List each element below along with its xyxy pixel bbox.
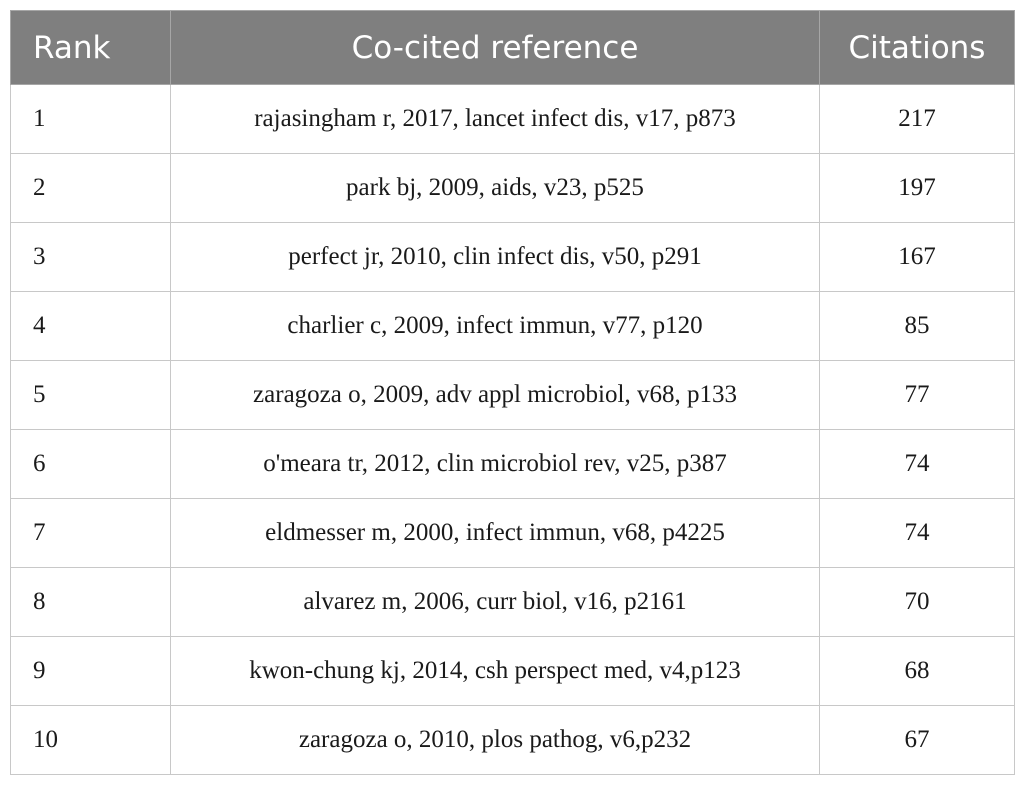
rank-cell: 9 — [10, 636, 171, 706]
table-header: Rank Co-cited reference Citations — [10, 10, 1015, 85]
table-row: 4 charlier c, 2009, infect immun, v77, p… — [10, 291, 1015, 361]
reference-cell: eldmesser m, 2000, infect immun, v68, p4… — [170, 498, 820, 568]
citations-cell: 67 — [819, 705, 1015, 775]
table-row: 9 kwon-chung kj, 2014, csh perspect med,… — [10, 636, 1015, 706]
citations-cell: 167 — [819, 222, 1015, 292]
table-row: 7 eldmesser m, 2000, infect immun, v68, … — [10, 498, 1015, 568]
citations-cell: 74 — [819, 498, 1015, 568]
co-cited-reference-table: Rank Co-cited reference Citations 1 raja… — [10, 10, 1015, 775]
table-row: 6 o'meara tr, 2012, clin microbiol rev, … — [10, 429, 1015, 499]
reference-cell: kwon-chung kj, 2014, csh perspect med, v… — [170, 636, 820, 706]
table-body: 1 rajasingham r, 2017, lancet infect dis… — [10, 84, 1015, 775]
rank-cell: 6 — [10, 429, 171, 499]
rank-cell: 8 — [10, 567, 171, 637]
reference-cell: zaragoza o, 2009, adv appl microbiol, v6… — [170, 360, 820, 430]
citations-cell: 85 — [819, 291, 1015, 361]
rank-cell: 4 — [10, 291, 171, 361]
rank-cell: 2 — [10, 153, 171, 223]
header-rank: Rank — [10, 10, 171, 85]
rank-cell: 5 — [10, 360, 171, 430]
citations-cell: 217 — [819, 84, 1015, 154]
citations-cell: 68 — [819, 636, 1015, 706]
header-citations: Citations — [819, 10, 1015, 85]
reference-cell: perfect jr, 2010, clin infect dis, v50, … — [170, 222, 820, 292]
citations-cell: 70 — [819, 567, 1015, 637]
rank-cell: 7 — [10, 498, 171, 568]
table-row: 8 alvarez m, 2006, curr biol, v16, p2161… — [10, 567, 1015, 637]
reference-cell: rajasingham r, 2017, lancet infect dis, … — [170, 84, 820, 154]
table-row: 3 perfect jr, 2010, clin infect dis, v50… — [10, 222, 1015, 292]
rank-cell: 3 — [10, 222, 171, 292]
reference-cell: o'meara tr, 2012, clin microbiol rev, v2… — [170, 429, 820, 499]
reference-cell: charlier c, 2009, infect immun, v77, p12… — [170, 291, 820, 361]
table-row: 1 rajasingham r, 2017, lancet infect dis… — [10, 84, 1015, 154]
citations-cell: 197 — [819, 153, 1015, 223]
table-row: 10 zaragoza o, 2010, plos pathog, v6,p23… — [10, 705, 1015, 775]
header-row: Rank Co-cited reference Citations — [10, 10, 1015, 85]
citations-cell: 77 — [819, 360, 1015, 430]
header-co-cited-reference: Co-cited reference — [170, 10, 820, 85]
reference-cell: zaragoza o, 2010, plos pathog, v6,p232 — [170, 705, 820, 775]
table-row: 5 zaragoza o, 2009, adv appl microbiol, … — [10, 360, 1015, 430]
table-row: 2 park bj, 2009, aids, v23, p525 197 — [10, 153, 1015, 223]
rank-cell: 10 — [10, 705, 171, 775]
rank-cell: 1 — [10, 84, 171, 154]
reference-cell: alvarez m, 2006, curr biol, v16, p2161 — [170, 567, 820, 637]
reference-cell: park bj, 2009, aids, v23, p525 — [170, 153, 820, 223]
citations-cell: 74 — [819, 429, 1015, 499]
